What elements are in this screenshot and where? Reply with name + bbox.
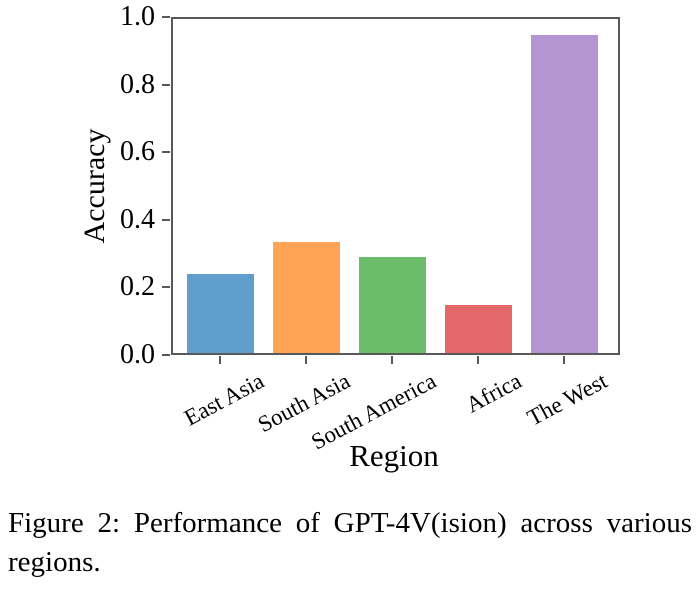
caption-line-2: regions.	[8, 546, 101, 578]
bar-south-america	[358, 257, 426, 353]
y-tick-label: 0.2	[120, 271, 155, 303]
x-tick-mark	[219, 356, 221, 364]
y-tick-mark	[162, 16, 170, 18]
y-tick-label: 0.6	[120, 136, 155, 168]
y-tick-label: 0.8	[120, 68, 155, 100]
y-tick-label: 0.0	[120, 339, 155, 370]
caption-line-1: Figure 2: Performance of GPT-4V(ision) a…	[8, 507, 692, 539]
y-tick-label: 1.0	[120, 1, 155, 32]
bar-south-asia	[272, 242, 340, 353]
x-tick-label-the-west: The West	[523, 368, 612, 431]
x-tick-mark	[305, 356, 307, 364]
y-tick-mark	[162, 151, 170, 154]
y-tick-mark	[162, 218, 170, 221]
figure-caption: Figure 2: Performance of GPT-4V(ision) a…	[8, 504, 692, 582]
y-tick-mark	[162, 286, 170, 289]
bar-the-west	[530, 35, 598, 353]
plot-area	[171, 17, 620, 355]
x-tick-label-east-asia: East Asia	[179, 368, 268, 431]
x-axis-label: Region	[349, 438, 439, 473]
x-tick-label-africa: Africa	[462, 368, 526, 418]
x-tick-mark	[477, 356, 479, 364]
x-tick-mark	[391, 356, 393, 364]
bar-east-asia	[186, 274, 254, 353]
bar-africa	[444, 305, 512, 353]
y-tick-label: 0.4	[120, 203, 155, 235]
x-tick-mark	[563, 356, 565, 364]
y-tick-mark	[162, 83, 170, 86]
y-tick-mark	[162, 354, 170, 356]
